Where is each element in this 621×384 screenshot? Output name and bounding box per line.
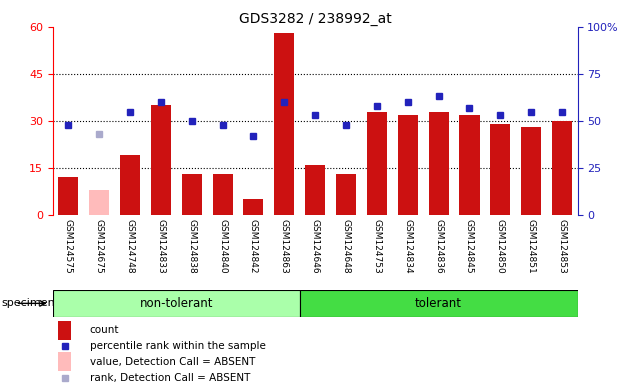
Text: GSM124748: GSM124748 <box>125 219 135 273</box>
Bar <box>491 124 510 215</box>
Text: count: count <box>89 325 119 335</box>
Bar <box>305 165 325 215</box>
Bar <box>460 115 479 215</box>
Bar <box>120 156 140 215</box>
Bar <box>53 290 300 317</box>
Text: GSM124836: GSM124836 <box>434 219 443 273</box>
Text: GDS3282 / 238992_at: GDS3282 / 238992_at <box>239 12 391 25</box>
Text: GSM124863: GSM124863 <box>280 219 289 273</box>
Bar <box>182 174 202 215</box>
Text: GSM124840: GSM124840 <box>218 219 227 273</box>
Text: GSM124675: GSM124675 <box>94 219 104 273</box>
Text: GSM124851: GSM124851 <box>527 219 536 273</box>
Bar <box>521 127 542 215</box>
Text: GSM124753: GSM124753 <box>373 219 381 273</box>
Text: GSM124575: GSM124575 <box>64 219 73 273</box>
Text: percentile rank within the sample: percentile rank within the sample <box>89 341 265 351</box>
Bar <box>58 353 71 371</box>
Bar <box>428 112 448 215</box>
Text: specimen: specimen <box>1 298 55 308</box>
Bar <box>58 321 71 340</box>
Text: tolerant: tolerant <box>415 297 462 310</box>
Text: non-tolerant: non-tolerant <box>140 297 213 310</box>
Text: GSM124833: GSM124833 <box>156 219 165 273</box>
Bar <box>58 177 78 215</box>
Bar <box>336 174 356 215</box>
Text: GSM124853: GSM124853 <box>558 219 566 273</box>
Bar <box>552 121 572 215</box>
Bar <box>397 115 418 215</box>
Text: rank, Detection Call = ABSENT: rank, Detection Call = ABSENT <box>89 372 250 383</box>
Text: GSM124838: GSM124838 <box>187 219 196 273</box>
Bar <box>274 33 294 215</box>
Text: GSM124850: GSM124850 <box>496 219 505 273</box>
Bar <box>243 199 263 215</box>
Bar <box>367 112 387 215</box>
Text: GSM124845: GSM124845 <box>465 219 474 273</box>
Text: GSM124648: GSM124648 <box>342 219 350 273</box>
Text: GSM124646: GSM124646 <box>310 219 320 273</box>
Bar <box>300 290 578 317</box>
Text: GSM124842: GSM124842 <box>249 219 258 273</box>
Bar <box>151 105 171 215</box>
Text: value, Detection Call = ABSENT: value, Detection Call = ABSENT <box>89 357 255 367</box>
Bar <box>212 174 233 215</box>
Bar <box>89 190 109 215</box>
Text: GSM124834: GSM124834 <box>403 219 412 273</box>
